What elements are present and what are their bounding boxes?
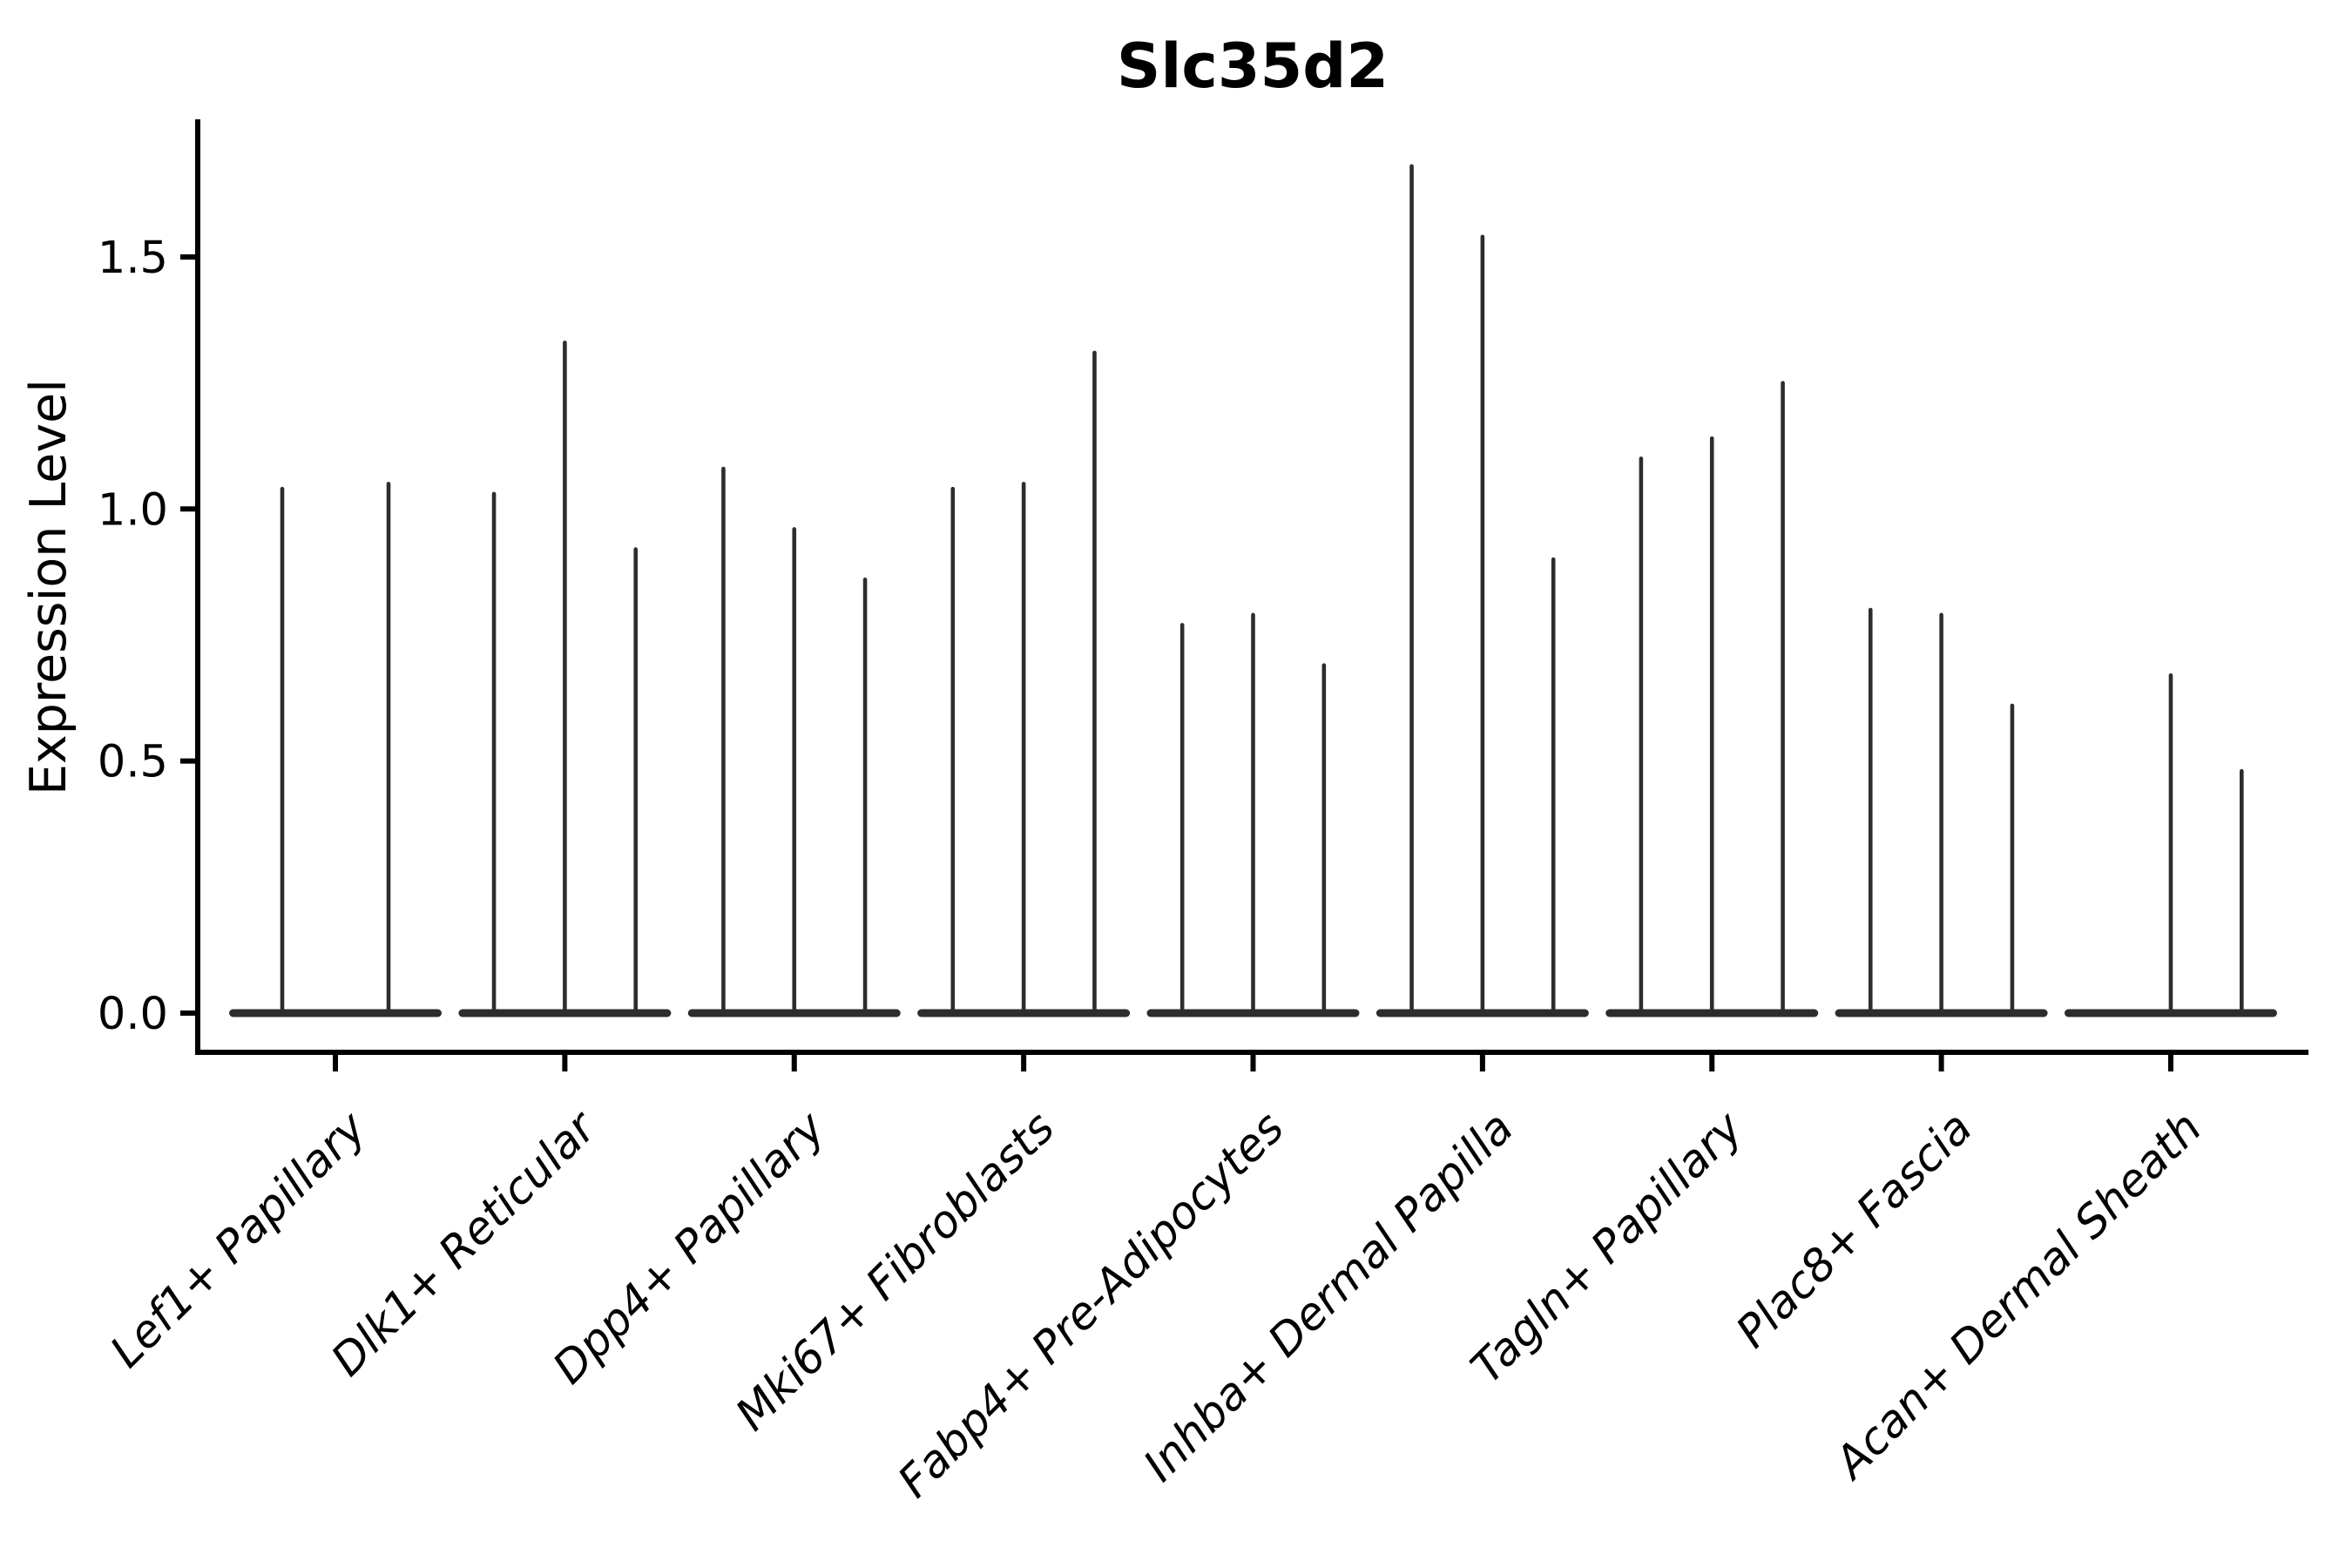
violin-group [1375, 164, 1589, 1017]
violin-group [917, 350, 1131, 1017]
x-tick-label: Plac8+ Fascia [1727, 1102, 1983, 1358]
y-tick-label: 0.0 [98, 989, 168, 1040]
y-axis-ticks: 0.0 0.5 1.0 1.5 [98, 233, 198, 1040]
chart-title: Slc35d2 [1117, 30, 1389, 102]
y-axis-label: Expression Level [20, 379, 78, 795]
violin-group [2064, 672, 2277, 1017]
y-tick-label: 1.5 [98, 233, 168, 284]
x-tick-label: Inhba+ Dermal Papilla [1134, 1102, 1524, 1491]
violins-layer [229, 164, 2277, 1017]
violin-group [1605, 381, 1819, 1017]
violin-group [1835, 607, 2048, 1017]
violin-group [1146, 612, 1360, 1017]
x-tick-label: Fabp4+ Pre-Adipocytes [889, 1102, 1294, 1508]
violin-group [687, 466, 901, 1017]
x-tick-label: Acan+ Dermal Sheath [1824, 1102, 2212, 1490]
violin-baseline [229, 1009, 443, 1017]
y-tick-label: 0.5 [98, 737, 168, 788]
y-tick-label: 1.0 [98, 484, 168, 536]
violin-group [458, 341, 672, 1017]
violin-group [229, 482, 443, 1017]
